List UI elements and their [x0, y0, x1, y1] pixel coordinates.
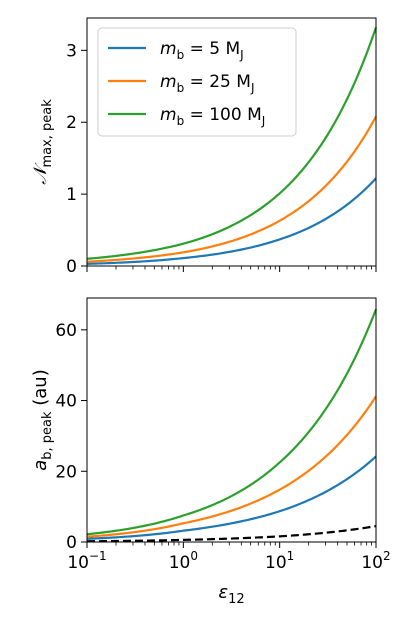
- y-axis-label: ab, peak (au): [30, 369, 55, 471]
- plot-frame: [86, 17, 377, 267]
- y-tick-label: 20: [55, 462, 77, 482]
- y-tick-label: 2: [66, 113, 77, 133]
- series-line-3: [86, 308, 378, 536]
- y-tick-label: 0: [66, 533, 77, 553]
- legend-label-3: mb = 100 MJ: [160, 105, 265, 128]
- y-tick-label: 40: [55, 392, 77, 412]
- legend-frame: [97, 27, 297, 137]
- x-axis-label: ε12: [218, 582, 244, 607]
- series-line-2: [86, 395, 377, 538]
- x-tick-label: 10−1: [67, 549, 106, 573]
- reference-dashed-line: [86, 525, 377, 543]
- x-tick-label: 101: [265, 549, 294, 573]
- legend-label-2: mb = 25 MJ: [160, 72, 255, 95]
- x-tick-label: 100: [169, 549, 198, 573]
- y-axis-label: 𝒩max, peak: [30, 99, 55, 185]
- series-line-3: [86, 26, 378, 260]
- bottom-panel: 0 20 40 60 10−1 100 101 102 ab, peak (au) ε12: [30, 297, 391, 607]
- y-tick-label: 3: [66, 41, 77, 61]
- series-line-2: [86, 115, 377, 263]
- y-tick-label: 60: [55, 321, 77, 341]
- series-line-1: [86, 177, 377, 265]
- y-tick-label: 1: [66, 185, 77, 205]
- legend-label-1: mb = 5 MJ: [160, 39, 244, 62]
- series-line-1: [86, 455, 377, 540]
- top-panel: 0 1 2 3 𝒩max, peak mb = 5 MJ mb = 25 MJ mb = 10…: [30, 17, 378, 277]
- x-tick-label: 102: [361, 549, 390, 573]
- y-tick-label: 0: [66, 257, 77, 277]
- plot-frame: [86, 297, 377, 543]
- legend: mb = 5 MJ mb = 25 MJ mb = 100 MJ: [97, 27, 297, 137]
